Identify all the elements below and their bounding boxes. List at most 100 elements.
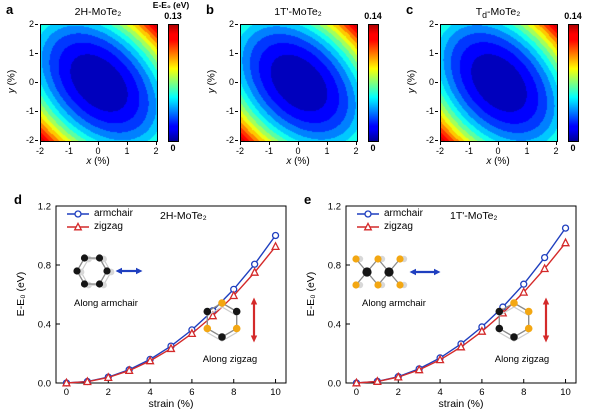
x-tick-label: 0 <box>295 146 301 156</box>
x-tick-label: 10 <box>270 387 281 398</box>
legend-item-armchair: armchair <box>356 207 423 220</box>
x-tick-label: 0 <box>495 146 501 156</box>
panel-label-a: a <box>6 2 14 17</box>
heatmap-a <box>40 24 158 142</box>
hexagon-lattice <box>73 254 111 288</box>
marker-zigzag <box>456 341 466 351</box>
y-tick-mark <box>435 140 438 141</box>
line-chart-e: 0 2 4 6 8 10 0.0 0.4 0.8 1.2 <box>328 202 577 398</box>
legend-d: armchair zigzag <box>66 207 133 233</box>
title-sub: d <box>482 10 488 21</box>
x-tick-label: 2 <box>396 387 401 398</box>
y-tick-label: 0.8 <box>328 261 341 272</box>
x-tick-label: 4 <box>147 387 152 398</box>
atom-rows <box>352 255 404 289</box>
colorbar-min-label: 0 <box>370 143 376 153</box>
panel-e: e 0 2 4 6 8 10 0.0 0.4 0.8 1.2 armchair zigzag 1T… <box>300 192 590 419</box>
colorbar-title: E-E₀ (eV) <box>152 0 190 10</box>
y-tick-mark <box>435 111 438 112</box>
y-axis-var: y <box>406 88 418 94</box>
marker-zigzag <box>393 371 403 381</box>
x-tick-mark <box>469 142 470 145</box>
y-tick-label: -2 <box>225 135 234 145</box>
title-pre: T <box>475 6 483 18</box>
marker-zigzag <box>351 377 361 387</box>
x-axis-var: x <box>486 156 492 167</box>
marker-zigzag <box>250 267 260 276</box>
x-tick-label: 0 <box>354 387 359 398</box>
marker-zigzag <box>208 310 218 320</box>
panel-d: d 0 2 4 6 8 10 0.0 0.4 0.8 1.2 armchair zigzag 2H… <box>10 192 300 419</box>
marker-zigzag <box>229 290 239 300</box>
x-tick-label: -1 <box>64 146 73 156</box>
y-tick-label: -2 <box>425 135 434 145</box>
colorbar-c <box>568 24 579 142</box>
x-axis-label: strain (%) <box>148 398 194 410</box>
panel-d-title: 2H-MoTe₂ <box>160 210 207 222</box>
along-zigzag-label: Along zigzag <box>202 354 258 365</box>
y-axis-label: E-E₀ (eV) <box>305 271 317 317</box>
x-tick-mark <box>127 142 128 145</box>
heatmap-c <box>440 24 558 142</box>
marker-zigzag <box>145 355 155 365</box>
y-tick-label: -2 <box>25 135 34 145</box>
legend-label-zigzag: zigzag <box>94 221 123 232</box>
marker-zigzag <box>372 376 382 385</box>
y-tick-mark <box>35 82 38 83</box>
marker-zigzag <box>519 287 529 296</box>
x-tick-mark <box>98 142 99 145</box>
marker-armchair <box>520 280 528 288</box>
armchair-sideview-lattice-icon <box>352 255 441 289</box>
armchair-strain-arrow-icon <box>409 268 441 276</box>
x-tick-label: 4 <box>437 387 442 398</box>
x-tick-mark <box>527 142 528 145</box>
y-tick-mark <box>235 24 238 25</box>
legend-label-armchair: armchair <box>94 208 133 219</box>
marker-zigzag <box>82 376 92 386</box>
legend-label-armchair: armchair <box>384 208 423 219</box>
x-tick-mark <box>156 142 157 145</box>
axes-frame <box>55 205 287 384</box>
x-tick-mark <box>440 142 441 145</box>
x-axis-label: strain (%) <box>438 398 484 410</box>
marker-zigzag <box>124 365 134 375</box>
y-tick-label: -1 <box>25 106 34 116</box>
hexagon-lattice <box>495 299 533 341</box>
panel-c: c Td-MoTe₂ 0.14 0 x (%) y (%) -2 -1 0 1 2 -2 -… <box>400 0 600 192</box>
x-tick-label: 2 <box>106 387 111 398</box>
y-tick-label: -1 <box>225 106 234 116</box>
panel-b: b 1T'-MoTe₂ 0.14 0 x (%) y (%) -2 -1 0 1 2 -2… <box>200 0 400 192</box>
ghost-lattice <box>206 306 238 342</box>
y-tick-mark <box>35 111 38 112</box>
x-tick-mark <box>327 142 328 145</box>
axes-frame <box>345 205 577 384</box>
x-tick-mark <box>356 142 357 145</box>
zigzag-strain-arrow-icon <box>250 297 258 343</box>
y-tick-label: 1 <box>228 48 234 58</box>
marker-armchair <box>250 260 259 268</box>
x-tick-label: -1 <box>464 146 473 156</box>
x-tick-label: 1 <box>124 146 130 156</box>
line-chart-d: 0 2 4 6 8 10 0.0 0.4 0.8 1.2 <box>38 202 287 398</box>
x-tick-label: -2 <box>235 146 244 156</box>
panel-label-b: b <box>206 2 214 17</box>
x-tick-label: 2 <box>553 146 559 156</box>
y-tick-label: 0.4 <box>328 320 341 331</box>
x-axis-unit: (%) <box>291 156 310 167</box>
y-tick-mark <box>435 53 438 54</box>
y-tick-label: 0 <box>428 77 434 87</box>
x-tick-mark <box>498 142 499 145</box>
x-axis-var: x <box>286 156 292 167</box>
hexagon-lattice <box>203 299 241 341</box>
y-tick-label: 0.8 <box>38 261 51 272</box>
legend-item-zigzag: zigzag <box>356 220 423 233</box>
y-tick-label: 2 <box>28 19 34 29</box>
x-axis-label: x (%) <box>440 156 556 167</box>
y-tick-label: 0.0 <box>328 379 341 390</box>
marker-zigzag <box>61 377 71 387</box>
panel-label-e: e <box>304 192 312 207</box>
y-tick-mark <box>35 53 38 54</box>
marker-zigzag <box>435 354 445 364</box>
along-armchair-label: Along armchair <box>74 298 138 309</box>
y-tick-label: 1.2 <box>328 202 341 213</box>
